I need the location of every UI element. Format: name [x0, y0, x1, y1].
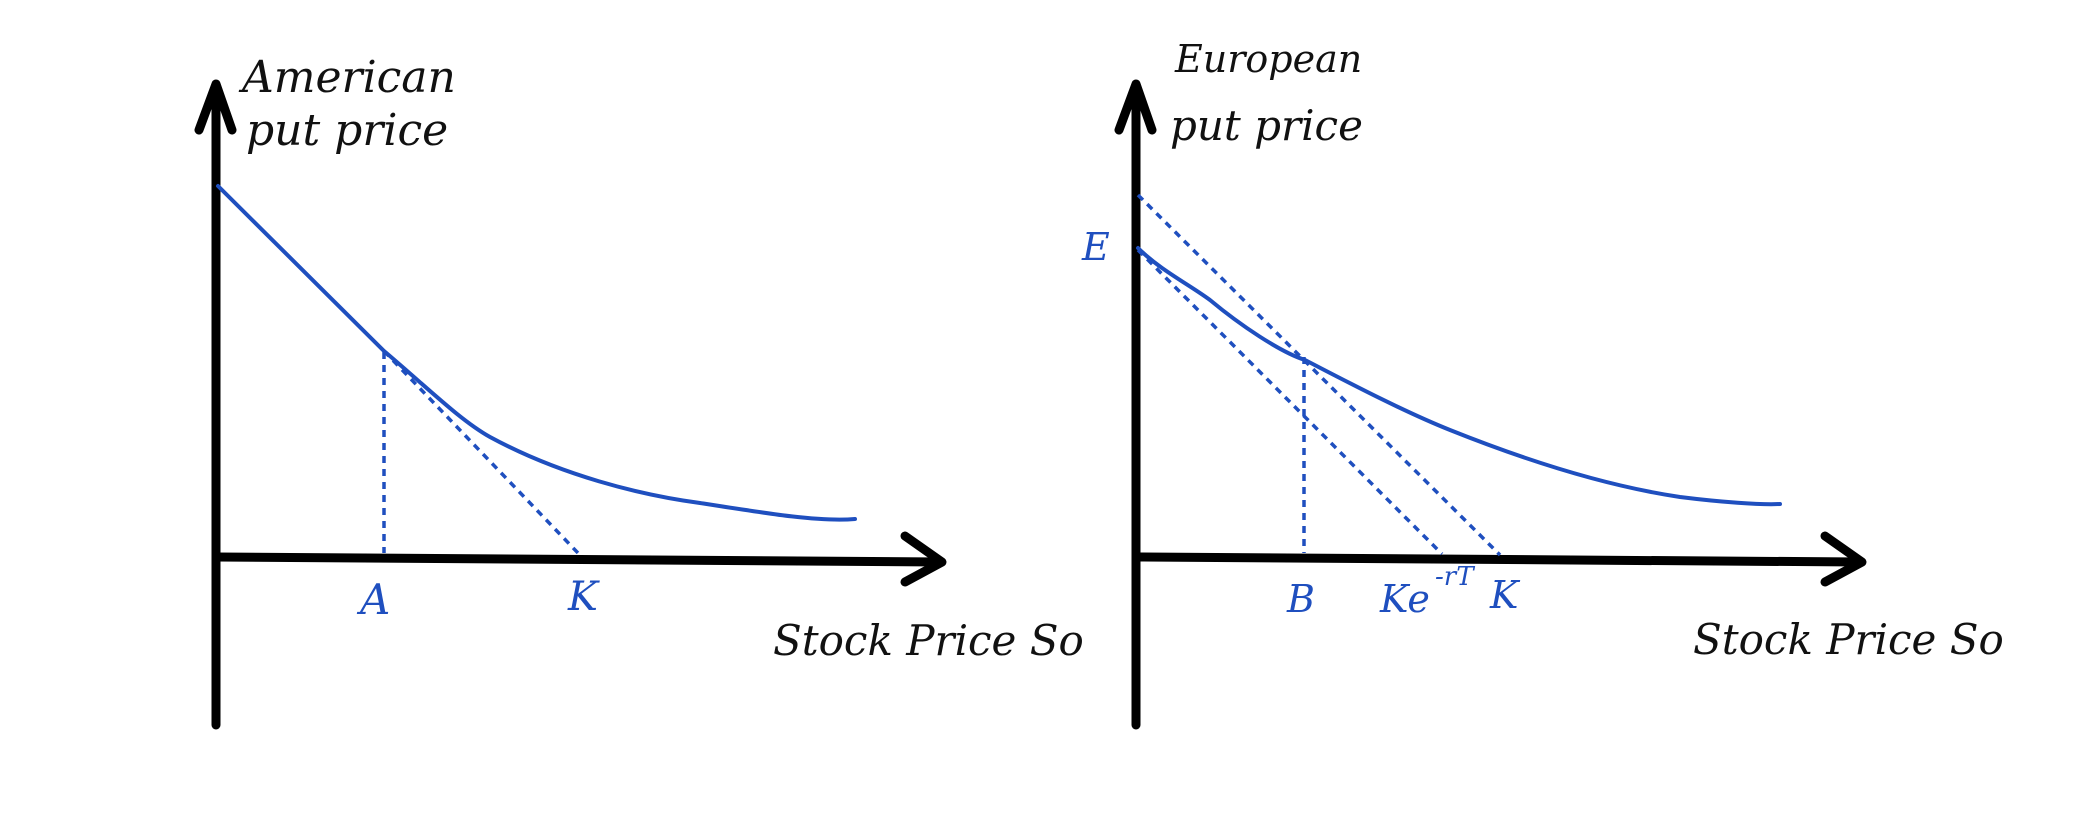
american-y-label-line1: American	[238, 52, 456, 103]
european-x-axis-label: Stock Price So	[1693, 615, 2004, 664]
american-put-price-curve	[216, 184, 857, 522]
european-x-axis-arrowhead	[1820, 531, 1867, 587]
european-put-diagram: European put price Stock Price So E B Ke…	[1081, 37, 2004, 730]
american-y-axis-arrowhead	[194, 79, 237, 135]
european-y-label-line1: European	[1174, 37, 1362, 81]
european-k-dashed-line	[1136, 193, 1502, 557]
european-mark-e: E	[1081, 225, 1110, 269]
european-y-axis-arrowhead	[1114, 79, 1157, 135]
european-put-price-curve	[1136, 246, 1782, 507]
european-x-axis	[1131, 552, 1865, 567]
american-mark-a: A	[356, 575, 390, 624]
american-x-axis-label: Stock Price So	[773, 616, 1084, 665]
american-y-label-line2: put price	[246, 105, 448, 156]
american-put-diagram: American put price Stock Price So A K	[194, 52, 1084, 730]
european-mark-b: B	[1286, 577, 1315, 621]
american-x-axis	[211, 552, 945, 567]
european-ke-rt-dashed-line	[1136, 248, 1444, 556]
american-payoff-dashed-line	[382, 349, 580, 555]
european-mark-k: K	[1489, 573, 1521, 617]
american-mark-k: K	[567, 574, 600, 620]
american-x-axis-arrowhead	[900, 531, 947, 587]
european-y-label-line2: put price	[1170, 101, 1363, 150]
european-mark-ke: Ke	[1379, 577, 1430, 621]
european-mark-ke-exponent: -rT	[1435, 562, 1475, 592]
